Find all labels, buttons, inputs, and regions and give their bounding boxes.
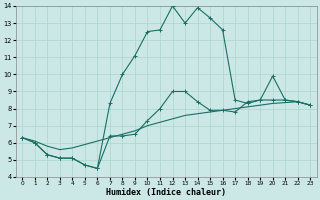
X-axis label: Humidex (Indice chaleur): Humidex (Indice chaleur) — [106, 188, 226, 197]
